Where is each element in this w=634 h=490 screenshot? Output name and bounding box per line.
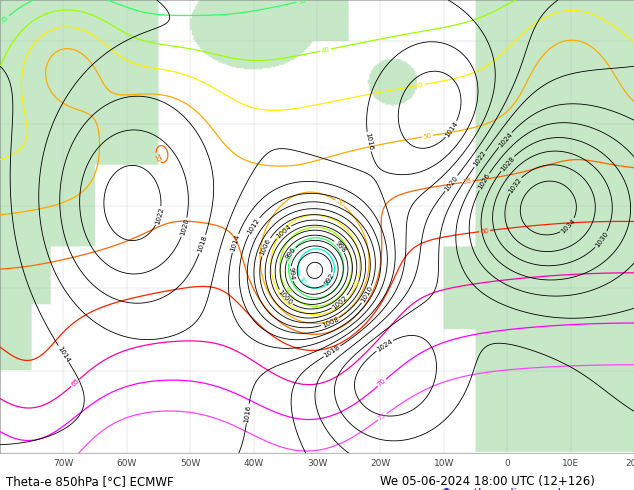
- Text: 35: 35: [286, 253, 294, 263]
- Text: 0: 0: [504, 459, 510, 468]
- Text: 1000: 1000: [277, 289, 294, 306]
- Text: 40: 40: [321, 46, 331, 54]
- Text: 1026: 1026: [477, 172, 491, 191]
- Text: 1030: 1030: [594, 231, 609, 249]
- Text: 1024: 1024: [497, 131, 514, 148]
- Text: 35: 35: [297, 0, 307, 5]
- Text: 996: 996: [285, 246, 297, 261]
- Text: 1006: 1006: [259, 238, 272, 256]
- Text: 60W: 60W: [117, 459, 137, 468]
- Text: 40: 40: [283, 286, 292, 296]
- Text: 1020: 1020: [443, 174, 459, 192]
- Text: 20W: 20W: [370, 459, 391, 468]
- Text: 45: 45: [415, 81, 424, 89]
- Text: 50: 50: [423, 132, 432, 140]
- Text: 10W: 10W: [434, 459, 454, 468]
- Text: 992: 992: [323, 272, 335, 287]
- Text: 1022: 1022: [472, 150, 488, 168]
- Text: 1016: 1016: [364, 132, 373, 151]
- Text: 30: 30: [297, 275, 307, 286]
- Text: 20E: 20E: [626, 459, 634, 468]
- Text: 998: 998: [333, 240, 347, 254]
- Text: 10E: 10E: [562, 459, 579, 468]
- Text: 65: 65: [70, 378, 81, 388]
- Text: We 05-06-2024 18:00 UTC (12+126): We 05-06-2024 18:00 UTC (12+126): [380, 475, 595, 489]
- Text: 1012: 1012: [247, 217, 261, 235]
- Text: 60: 60: [480, 227, 489, 235]
- Text: 70W: 70W: [53, 459, 74, 468]
- Text: 55: 55: [462, 178, 472, 185]
- Text: 1018: 1018: [323, 344, 341, 359]
- Text: 1004: 1004: [275, 223, 292, 240]
- Text: 40W: 40W: [243, 459, 264, 468]
- Text: 1008: 1008: [321, 316, 340, 328]
- Text: 1002: 1002: [332, 294, 349, 310]
- Text: 1018: 1018: [197, 235, 209, 254]
- Text: 50: 50: [335, 198, 346, 208]
- Text: 1014: 1014: [444, 121, 459, 139]
- Text: 1024: 1024: [375, 338, 394, 353]
- Text: 1010: 1010: [360, 285, 374, 304]
- Text: 75: 75: [377, 412, 387, 422]
- Text: 30W: 30W: [307, 459, 327, 468]
- Text: ©weatheronline.co.uk: ©weatheronline.co.uk: [441, 488, 565, 490]
- Text: Theta-e 850hPa [°C] ECMWF: Theta-e 850hPa [°C] ECMWF: [6, 475, 174, 489]
- Text: 50W: 50W: [180, 459, 200, 468]
- Text: 1034: 1034: [560, 218, 577, 235]
- Text: 1020: 1020: [179, 218, 190, 237]
- Text: 1014: 1014: [56, 345, 71, 363]
- Text: 994: 994: [287, 267, 295, 281]
- Text: 45: 45: [353, 278, 361, 288]
- Text: 1016: 1016: [243, 404, 252, 423]
- Text: 1032: 1032: [507, 176, 523, 194]
- Text: 1014: 1014: [230, 234, 241, 252]
- Text: 55: 55: [153, 153, 162, 163]
- Text: 70: 70: [377, 378, 387, 388]
- Text: 35: 35: [0, 14, 10, 24]
- Text: 1022: 1022: [154, 206, 164, 225]
- Text: 1028: 1028: [499, 155, 515, 172]
